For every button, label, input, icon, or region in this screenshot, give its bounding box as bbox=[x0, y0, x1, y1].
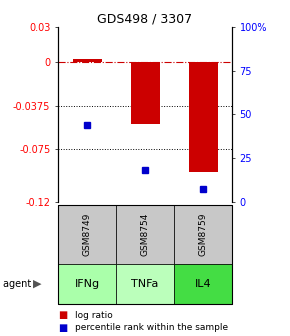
Text: ■: ■ bbox=[58, 310, 67, 320]
Text: IL4: IL4 bbox=[195, 279, 211, 289]
Text: TNFa: TNFa bbox=[131, 279, 159, 289]
Text: IFNg: IFNg bbox=[75, 279, 99, 289]
Text: GSM8754: GSM8754 bbox=[140, 213, 150, 256]
Text: ■: ■ bbox=[58, 323, 67, 333]
Bar bbox=[188, 62, 218, 172]
Text: log ratio: log ratio bbox=[75, 311, 113, 320]
Text: agent: agent bbox=[3, 279, 34, 289]
Text: GSM8749: GSM8749 bbox=[82, 213, 92, 256]
Text: percentile rank within the sample: percentile rank within the sample bbox=[75, 323, 229, 332]
Bar bbox=[72, 59, 102, 62]
Text: GSM8759: GSM8759 bbox=[198, 213, 208, 256]
Text: ▶: ▶ bbox=[33, 279, 42, 289]
Bar bbox=[130, 62, 160, 124]
Title: GDS498 / 3307: GDS498 / 3307 bbox=[97, 13, 193, 26]
